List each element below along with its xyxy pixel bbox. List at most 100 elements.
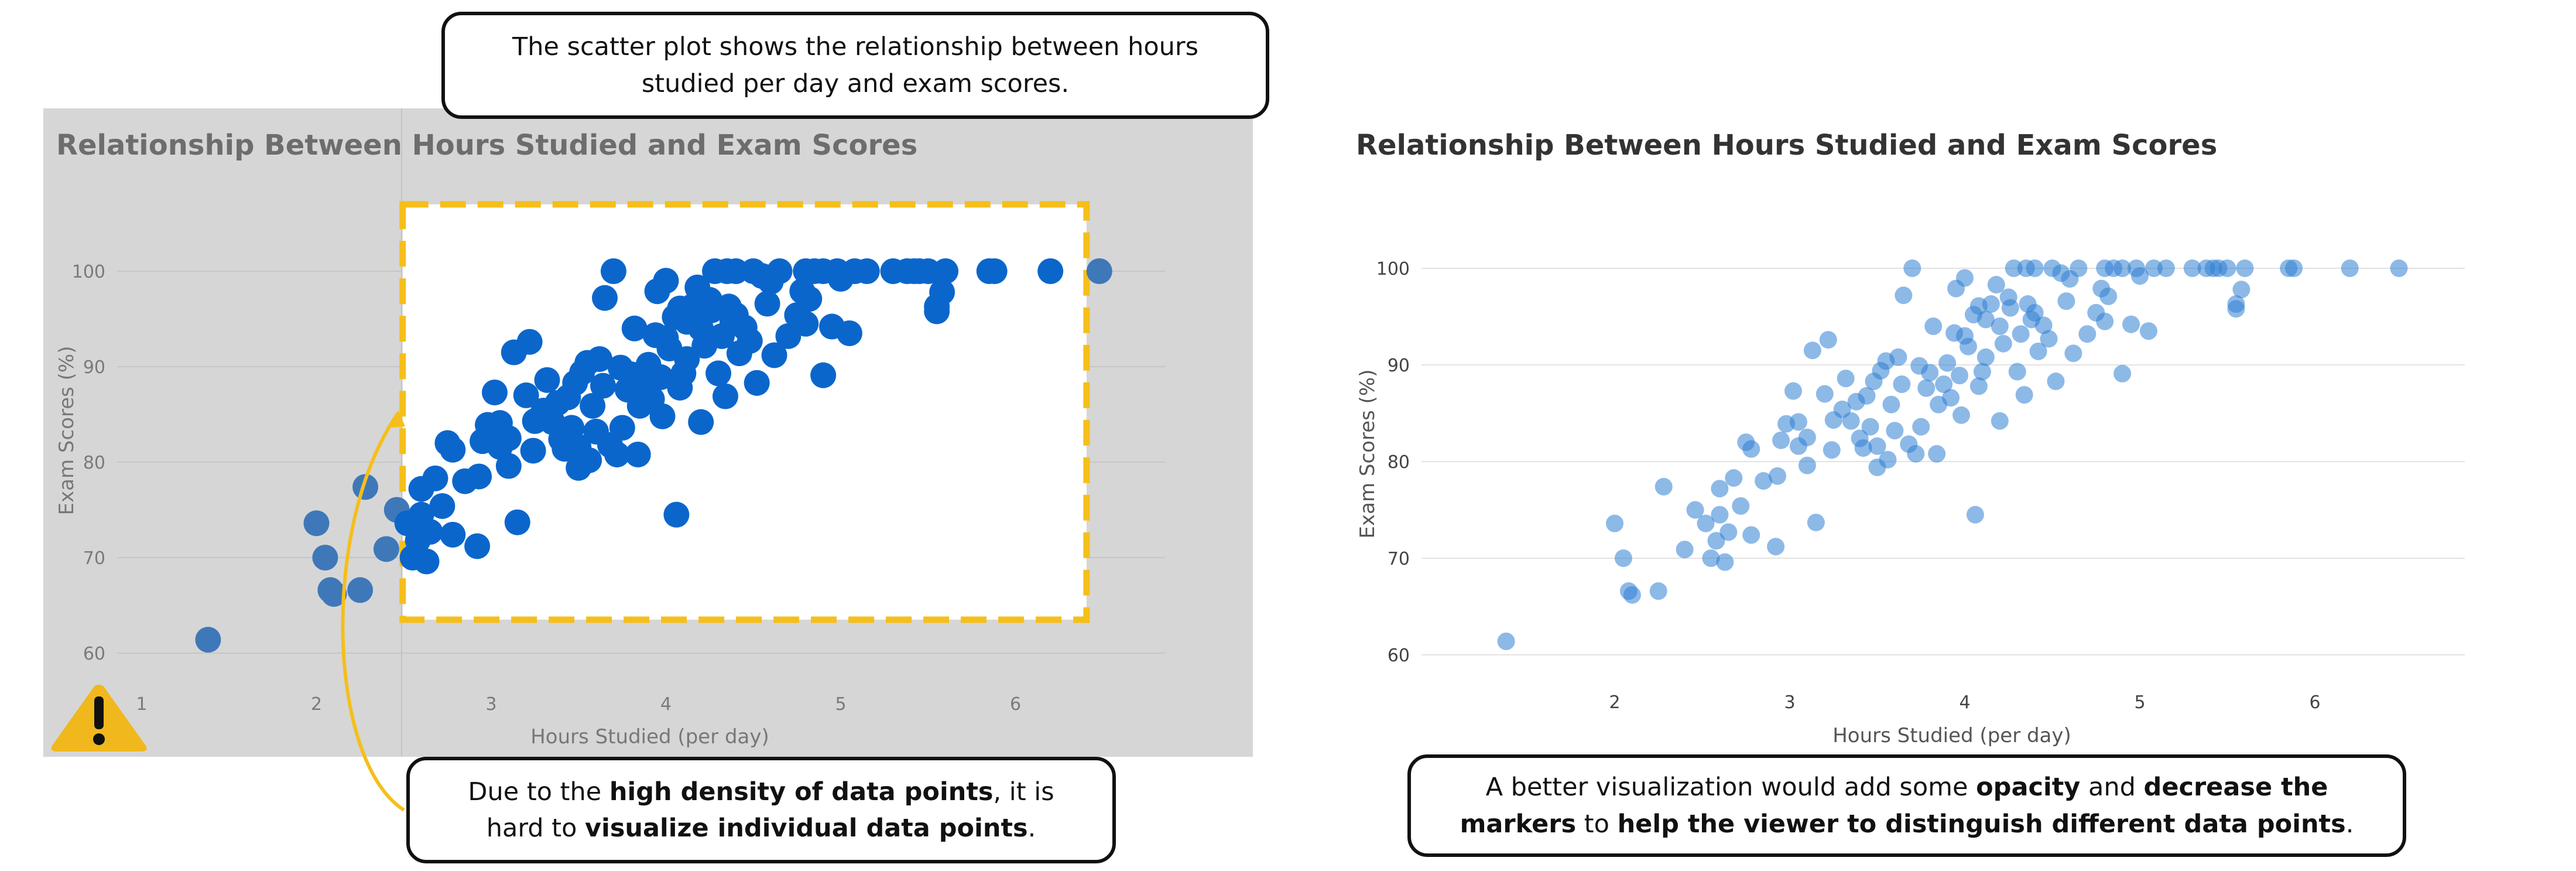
right-x-tick-label: 4 bbox=[1959, 692, 1970, 713]
right-data-point bbox=[1719, 523, 1738, 541]
right-data-point bbox=[1755, 472, 1773, 490]
right-data-point bbox=[1966, 505, 1984, 524]
right-data-point bbox=[2183, 259, 2201, 277]
right-data-point bbox=[2285, 259, 2303, 277]
right-data-point bbox=[1803, 341, 1821, 360]
right-data-point bbox=[1900, 435, 1918, 453]
solution-bold-text: markers bbox=[1460, 809, 1577, 839]
callout-problem: Due to the high density of data points, … bbox=[406, 757, 1116, 863]
right-data-point bbox=[1930, 395, 1948, 414]
right-data-point bbox=[2026, 259, 2044, 277]
right-data-point bbox=[1956, 269, 1974, 287]
right-y-tick-label: 70 bbox=[1388, 549, 1410, 569]
right-data-point bbox=[2040, 330, 2058, 348]
right-data-point bbox=[2029, 342, 2047, 360]
right-data-point bbox=[1789, 413, 1807, 431]
right-data-point bbox=[2227, 300, 2245, 318]
right-data-point bbox=[1882, 395, 1900, 414]
right-data-point bbox=[1819, 331, 1837, 349]
right-data-point bbox=[1798, 428, 1816, 446]
right-data-point bbox=[2078, 325, 2097, 343]
right-data-point bbox=[2145, 259, 2163, 277]
right-data-point bbox=[2017, 259, 2035, 277]
right-data-point bbox=[1886, 422, 1904, 440]
right-data-point bbox=[2012, 325, 2030, 343]
right-data-point bbox=[1987, 276, 2005, 294]
right-data-point bbox=[1777, 415, 1796, 433]
right-data-point bbox=[1935, 375, 1953, 393]
right-data-point bbox=[1619, 582, 1638, 600]
right-data-point bbox=[1858, 387, 1876, 405]
right-data-point bbox=[1991, 317, 2009, 335]
right-x-tick-label: 2 bbox=[1609, 692, 1620, 713]
right-data-point bbox=[1994, 334, 2012, 353]
right-y-tick-label: 90 bbox=[1388, 356, 1410, 376]
right-data-point bbox=[1991, 412, 2009, 430]
right-data-point bbox=[1947, 279, 1965, 298]
left-x-axis-label: Hours Studied (per day) bbox=[530, 725, 769, 749]
right-data-point bbox=[1942, 389, 1960, 407]
right-data-point bbox=[2197, 259, 2215, 277]
right-y-axis-label: Exam Scores (%) bbox=[1356, 369, 1379, 539]
right-data-point bbox=[1842, 412, 1860, 430]
right-data-point bbox=[1789, 437, 1807, 455]
right-data-point bbox=[1976, 310, 1995, 329]
right-data-point bbox=[1716, 553, 1734, 571]
right-data-point bbox=[2139, 322, 2157, 340]
right-data-point bbox=[1798, 456, 1816, 474]
right-data-point bbox=[1969, 377, 1988, 395]
right-data-point bbox=[1917, 379, 1936, 397]
right-data-point bbox=[2232, 281, 2250, 299]
right-data-point bbox=[2043, 259, 2061, 277]
right-data-point bbox=[2061, 270, 2079, 288]
left-chart-title: Relationship Between Hours Studied and E… bbox=[56, 129, 918, 162]
right-data-point bbox=[1893, 375, 1911, 393]
right-data-point bbox=[2019, 295, 2037, 313]
right-data-point bbox=[2092, 279, 2111, 298]
right-data-point bbox=[1969, 297, 1988, 315]
right-data-point bbox=[1732, 497, 1750, 515]
right-data-point bbox=[1742, 440, 1760, 458]
right-data-point bbox=[1711, 480, 1729, 498]
right-data-point bbox=[2005, 259, 2023, 277]
right-data-point bbox=[2099, 287, 2118, 305]
right-data-point bbox=[1910, 357, 1928, 375]
right-data-point bbox=[2157, 259, 2175, 277]
right-data-point bbox=[1938, 354, 1957, 372]
right-data-point bbox=[2113, 259, 2132, 277]
right-data-point bbox=[2001, 299, 2019, 317]
right-data-point bbox=[2280, 259, 2298, 277]
callout-description: The scatter plot shows the relationship … bbox=[441, 12, 1269, 119]
right-y-tick-label: 60 bbox=[1388, 645, 1410, 666]
right-data-point bbox=[1769, 467, 1787, 485]
right-data-point bbox=[1654, 477, 1673, 496]
solution-text: to bbox=[1576, 809, 1618, 839]
right-data-point bbox=[1614, 549, 1632, 567]
right-data-point bbox=[2052, 264, 2070, 282]
right-chart-title: Relationship Between Hours Studied and E… bbox=[1356, 129, 2218, 162]
right-data-point bbox=[2026, 303, 2044, 322]
right-data-point bbox=[1868, 437, 1886, 455]
right-x-tick-label: 3 bbox=[1784, 692, 1795, 713]
right-data-point bbox=[1851, 429, 1869, 448]
right-data-point bbox=[2227, 295, 2245, 313]
right-y-ticks: 60 70 80 90 100 bbox=[1376, 259, 1410, 666]
right-y-tick-label: 100 bbox=[1376, 259, 1410, 279]
right-data-point bbox=[2128, 259, 2146, 277]
right-data-point bbox=[2022, 310, 2040, 329]
problem-text: hard to bbox=[486, 814, 585, 843]
right-data-point bbox=[1649, 582, 1667, 600]
problem-text: . bbox=[1027, 814, 1036, 843]
problem-bold-text: high density of data points bbox=[609, 777, 994, 807]
right-data-point bbox=[1889, 348, 1907, 366]
right-x-tick-label: 5 bbox=[2134, 692, 2145, 713]
right-data-point bbox=[2122, 315, 2140, 333]
right-data-point bbox=[1725, 469, 1743, 487]
right-data-point bbox=[2008, 363, 2026, 381]
solution-bold-text: decrease the bbox=[2143, 773, 2328, 802]
right-data-point bbox=[1868, 458, 1886, 476]
right-data-point bbox=[1903, 259, 1921, 277]
solution-bold-text: help the viewer to distinguish different… bbox=[1617, 809, 2346, 839]
right-data-point bbox=[1956, 327, 1974, 345]
right-data-point bbox=[1959, 337, 1977, 356]
